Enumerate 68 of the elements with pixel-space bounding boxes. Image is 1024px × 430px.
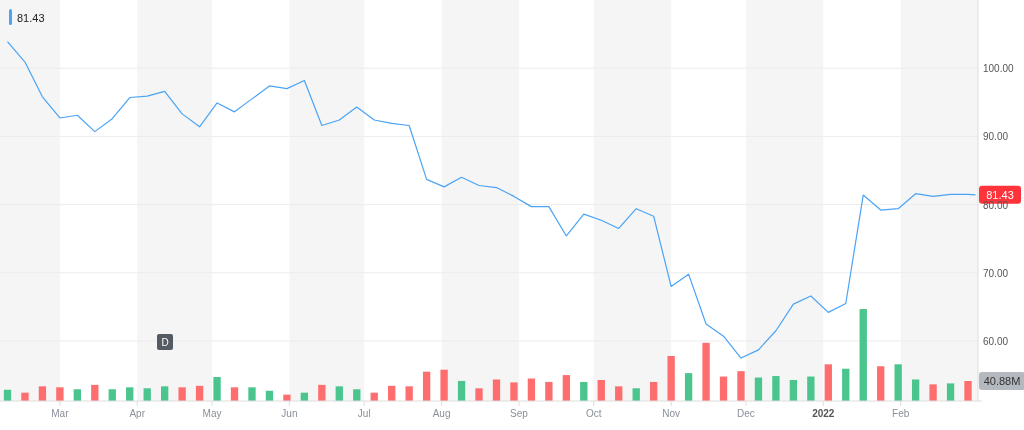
bar [684, 373, 693, 401]
bar [667, 356, 675, 401]
bar [946, 383, 955, 401]
bar [772, 376, 780, 401]
y2-tick-label: 40.88M [983, 375, 1021, 388]
bar [894, 364, 902, 401]
x-tick-label: Sep [510, 408, 529, 419]
bar [475, 388, 483, 401]
bar [230, 387, 239, 401]
bar [440, 369, 448, 401]
bar [562, 375, 571, 401]
y-tick-label: 90.00 [983, 131, 1009, 143]
x-tick-label: Oct [586, 408, 602, 419]
bar [580, 381, 588, 401]
bar [842, 368, 850, 401]
bar [318, 384, 326, 401]
y-tick-label: 100.00 [983, 63, 1015, 75]
bar [824, 364, 832, 401]
line-series [6, 41, 977, 359]
bar [929, 384, 937, 401]
y-tick-label: 70.00 [983, 267, 1009, 279]
bar [353, 389, 361, 401]
bar [21, 392, 29, 401]
bar [457, 380, 466, 401]
bar [335, 386, 343, 401]
x-tick-label: Dec [737, 408, 755, 419]
data-label: 81.43 [986, 188, 1014, 201]
x-tick-label: Aug [432, 408, 451, 419]
bar [545, 381, 553, 401]
bar [56, 387, 64, 401]
bar [248, 387, 256, 401]
bar [789, 379, 798, 401]
bar [877, 366, 885, 401]
x-tick-label: Jul [357, 408, 371, 419]
bar [807, 376, 815, 401]
bar [597, 379, 605, 401]
bar [650, 381, 658, 401]
bar [126, 387, 134, 401]
bar [964, 381, 972, 401]
bar [213, 377, 221, 401]
x-tick-label: Apr [129, 408, 146, 419]
x-tick-label: Feb [892, 408, 910, 419]
bar [510, 382, 518, 401]
bar [754, 377, 763, 401]
annotation: 81.43 [17, 11, 45, 24]
bar [911, 379, 920, 401]
bar [73, 389, 82, 401]
bar [143, 388, 151, 401]
x-tick-label: 2022 [812, 408, 835, 419]
bar [178, 387, 186, 401]
bar [492, 379, 501, 401]
bar [161, 386, 169, 401]
annotation: D [161, 337, 169, 348]
x-tick-label: May [202, 408, 222, 419]
bar [719, 376, 728, 401]
bar [859, 309, 867, 401]
bar [737, 371, 745, 401]
bar [405, 386, 413, 401]
bar [702, 342, 710, 401]
bar [422, 371, 431, 401]
bar [632, 388, 640, 401]
bar [615, 386, 623, 401]
x-tick-label: Nov [662, 408, 681, 419]
bar [38, 386, 47, 401]
x-tick-label: Mar [51, 408, 70, 419]
bar [108, 389, 116, 401]
x-tick-label: Jun [281, 408, 298, 419]
y-tick-label: 60.00 [983, 335, 1009, 347]
